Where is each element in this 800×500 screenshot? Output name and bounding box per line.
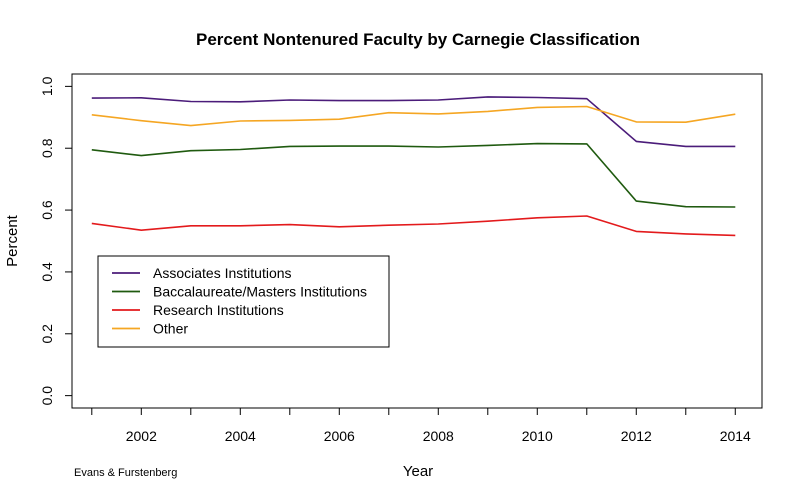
legend-label-2: Research Institutions [153, 302, 284, 318]
legend-label-0: Associates Institutions [153, 265, 292, 281]
y-tick-label: 0.0 [39, 386, 55, 406]
series-line-3 [91, 105, 736, 127]
legend-box [97, 255, 390, 348]
y-axis-label: Percent [4, 214, 21, 267]
y-tick-label: 0.4 [39, 262, 55, 282]
series-line-2 [91, 215, 736, 237]
legend-label-1: Baccalaureate/Masters Institutions [153, 284, 367, 300]
y-tick-label: 0.8 [39, 138, 55, 158]
x-axis-label: Year [403, 463, 433, 480]
series-lines [91, 96, 736, 237]
x-tick-label: 2014 [720, 428, 751, 444]
x-tick-label: 2010 [522, 428, 553, 444]
x-tick-label: 2012 [621, 428, 652, 444]
x-axis: 2002 2004 2006 2008 2010 2012 2014 [91, 407, 751, 444]
x-tick-label: 2002 [126, 428, 157, 444]
y-tick-label: 0.2 [39, 324, 55, 344]
x-tick-label: 2004 [225, 428, 256, 444]
chart-title: Percent Nontenured Faculty by Carnegie C… [196, 30, 640, 49]
series-line-1 [91, 142, 736, 208]
series-line-0 [91, 96, 736, 148]
legend-label-3: Other [153, 321, 188, 337]
x-tick-label: 2008 [423, 428, 454, 444]
y-axis: 0.0 0.2 0.4 0.6 0.8 1.0 [39, 76, 73, 406]
y-tick-label: 0.6 [39, 200, 55, 220]
y-tick-label: 1.0 [39, 76, 55, 96]
x-tick-label: 2006 [324, 428, 355, 444]
credit-text: Evans & Furstenberg [74, 467, 177, 479]
legend: Associates Institutions Baccalaureate/Mas… [97, 255, 390, 348]
